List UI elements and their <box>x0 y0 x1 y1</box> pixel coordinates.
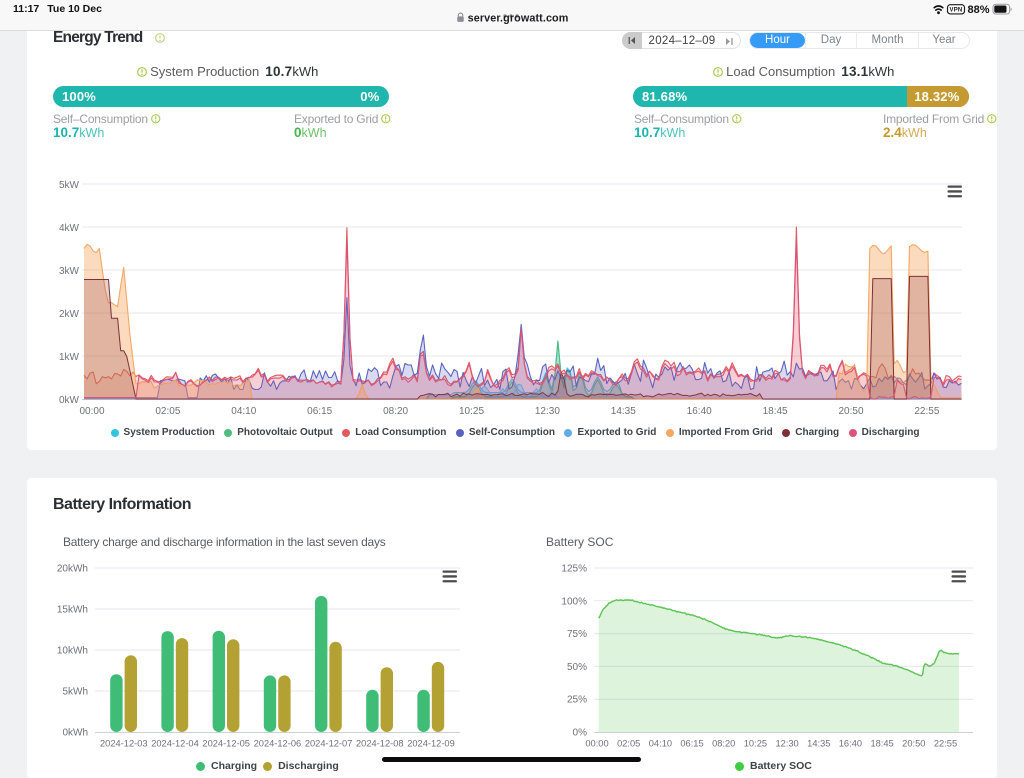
svg-text:1kW: 1kW <box>59 352 80 363</box>
svg-text:16:40: 16:40 <box>687 406 712 417</box>
svg-text:5kW: 5kW <box>59 180 80 191</box>
svg-text:VPN: VPN <box>950 7 963 13</box>
svg-text:10:25: 10:25 <box>459 406 484 417</box>
svg-text:04:10: 04:10 <box>231 406 256 417</box>
svg-text:14:35: 14:35 <box>611 406 636 417</box>
svg-text:3kW: 3kW <box>59 266 80 277</box>
svg-text:22:55: 22:55 <box>914 406 939 417</box>
svg-text:02:05: 02:05 <box>155 406 180 417</box>
svg-text:2kW: 2kW <box>59 309 80 320</box>
svg-text:4kW: 4kW <box>59 223 80 234</box>
svg-text:20:50: 20:50 <box>838 406 863 417</box>
svg-text:08:20: 08:20 <box>383 406 408 417</box>
svg-text:0kW: 0kW <box>59 395 80 406</box>
svg-text:18:45: 18:45 <box>763 406 788 417</box>
svg-text:00:00: 00:00 <box>79 406 104 417</box>
svg-text:88%: 88% <box>967 4 989 16</box>
svg-text:06:15: 06:15 <box>307 406 332 417</box>
svg-text:12:30: 12:30 <box>535 406 560 417</box>
